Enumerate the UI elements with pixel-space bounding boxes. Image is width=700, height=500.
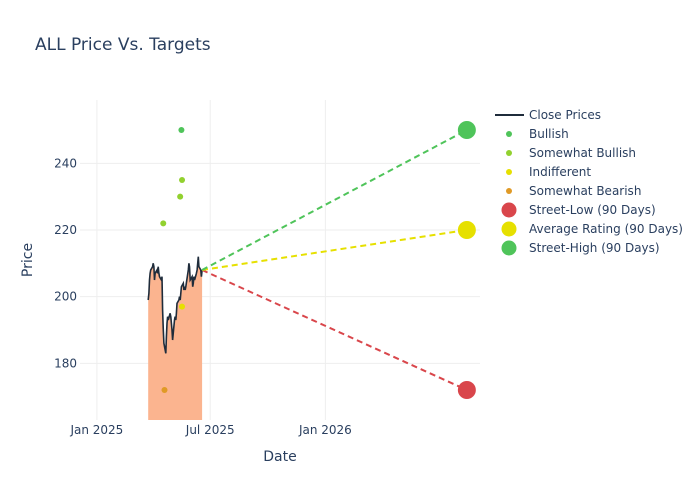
rating-marker	[178, 127, 185, 133]
close-price-line-layer	[147, 256, 203, 354]
target-line	[201, 229, 468, 271]
y-tick-label: 200	[54, 290, 77, 304]
legend-label: Street-Low (90 Days)	[529, 203, 656, 217]
x-tick-label: Jan 2025	[69, 423, 123, 437]
legend-label: Average Rating (90 Days)	[529, 222, 683, 236]
target-marker	[457, 221, 476, 239]
grid-lines	[80, 100, 480, 420]
close-price-line	[147, 256, 203, 354]
legend-swatch	[501, 202, 517, 218]
legend-label: Close Prices	[529, 108, 601, 122]
legend-swatch	[506, 150, 512, 156]
x-tick-label: Jan 2026	[298, 423, 352, 437]
y-axis-ticks: 180 200 220 240	[54, 156, 77, 370]
legend-label: Bullish	[529, 127, 569, 141]
legend-swatch	[501, 221, 517, 237]
legend-swatch	[506, 169, 512, 175]
rating-marker	[179, 303, 186, 310]
legend-swatch	[506, 188, 512, 194]
rating-markers-layer	[160, 127, 186, 393]
target-marker	[457, 381, 476, 399]
target-line	[201, 269, 468, 391]
y-tick-label: 180	[54, 356, 77, 370]
legend-label: Somewhat Bullish	[529, 146, 636, 160]
target-lines-layer	[201, 121, 476, 399]
rating-marker	[160, 220, 167, 227]
legend-label: Street-High (90 Days)	[529, 241, 660, 255]
y-axis-title: Price	[20, 243, 36, 277]
chart-title: ALL Price Vs. Targets	[35, 35, 211, 55]
rating-marker	[161, 387, 168, 393]
legend: Close Prices Bullish Somewhat Bullish Indif…	[495, 108, 683, 256]
x-tick-label: Jul 2025	[185, 423, 235, 437]
legend-swatch	[501, 240, 517, 256]
x-axis-title: Date	[263, 449, 296, 465]
legend-label: Somewhat Bearish	[529, 184, 641, 198]
rating-marker	[177, 193, 184, 200]
y-tick-label: 240	[54, 156, 77, 170]
target-marker	[457, 121, 476, 139]
x-axis-ticks: Jan 2025 Jul 2025 Jan 2026	[69, 423, 351, 437]
rating-marker	[179, 177, 186, 183]
legend-swatch	[506, 131, 512, 137]
legend-label: Indifferent	[529, 165, 591, 179]
y-tick-label: 220	[54, 223, 77, 237]
